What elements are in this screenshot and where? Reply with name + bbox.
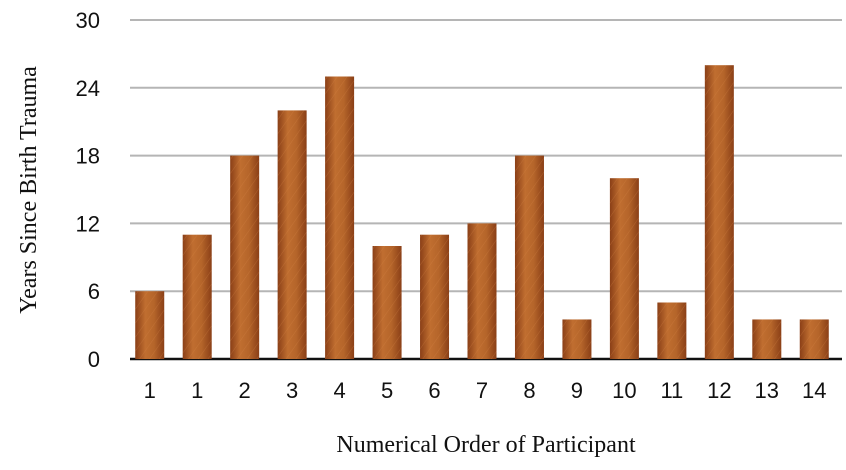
bar-texture [420,234,450,359]
x-tick-label: 12 [707,378,731,403]
bar-15 [799,319,829,359]
bar-texture [230,155,260,359]
x-axis-title: Numerical Order of Participant [336,432,636,458]
bar-7 [420,234,450,359]
x-tick-label: 4 [333,378,345,403]
bar-texture [372,246,402,359]
x-tick-label: 7 [476,378,488,403]
x-tick-label: 1 [191,378,203,403]
bar-10 [562,319,592,359]
bar-texture [182,234,212,359]
bars-layer [135,65,829,360]
x-tick-label: 8 [523,378,535,403]
bar-6 [372,246,402,359]
x-tick-label: 13 [755,378,779,403]
bar-14 [752,319,782,359]
x-tick-label: 1 [144,378,156,403]
x-tick-label: 2 [239,378,251,403]
x-tick-label: 6 [428,378,440,403]
y-tick-label: 12 [76,211,100,236]
bar-texture [514,155,544,359]
bar-texture [562,319,592,359]
y-tick-label: 24 [76,76,100,101]
bar-13 [704,65,734,359]
bar-texture [277,110,307,360]
bar-texture [325,76,355,359]
bar-11 [609,178,639,359]
bar-2 [182,234,212,359]
x-tick-label: 10 [612,378,636,403]
bar-9 [514,155,544,359]
bar-4 [277,110,307,360]
bar-texture [467,223,497,359]
y-tick-label: 18 [76,144,100,169]
bar-texture [609,178,639,359]
bar-1 [135,291,165,359]
x-tick-label: 14 [802,378,826,403]
y-tick-label: 30 [76,8,100,33]
x-tick-label: 9 [571,378,583,403]
bar-texture [135,291,165,359]
bar-texture [752,319,782,359]
y-axis-title: Years Since Birth Trauma [16,66,42,314]
bar-3 [230,155,260,359]
bar-8 [467,223,497,359]
y-tick-label: 6 [88,279,100,304]
x-tick-label: 5 [381,378,393,403]
bar-5 [325,76,355,359]
bar-12 [657,302,687,359]
bar-texture [704,65,734,359]
x-tick-label: 3 [286,378,298,403]
bar-texture [799,319,829,359]
x-tick-label: 11 [660,378,683,403]
y-tick-label: 0 [88,347,100,372]
bar-texture [657,302,687,359]
